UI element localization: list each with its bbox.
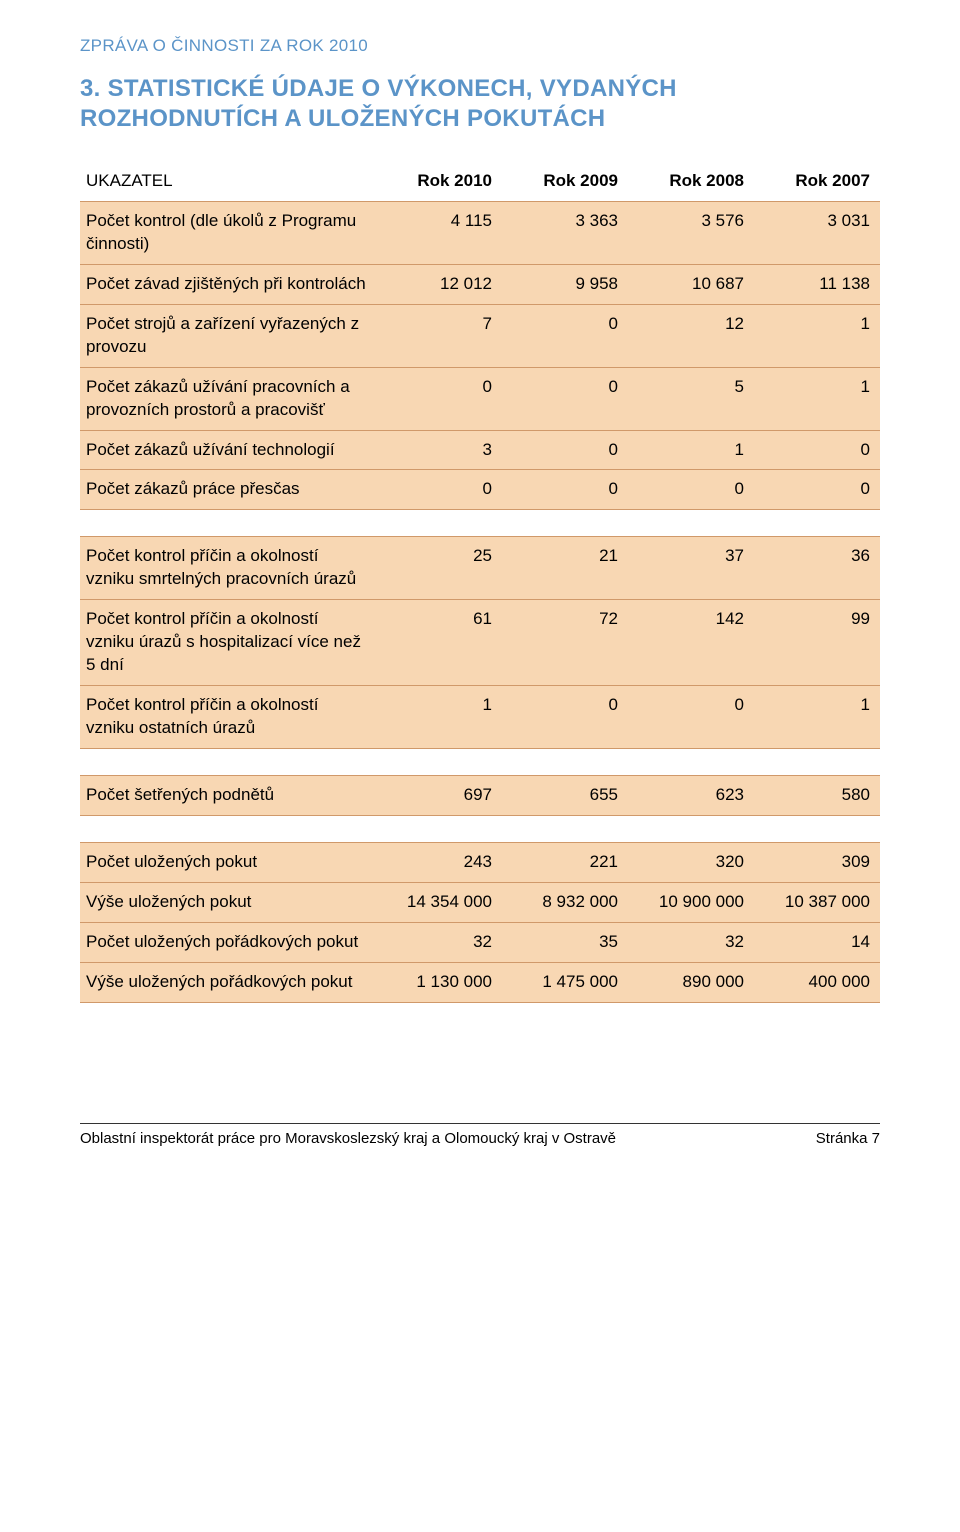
row-value: 1 [754,367,880,430]
row-label: Počet uložených pokut [80,842,376,882]
row-value: 99 [754,600,880,686]
row-value: 35 [502,922,628,962]
page-footer: Oblastní inspektorát práce pro Moravskos… [80,1123,880,1147]
row-value: 32 [628,922,754,962]
table-row: Počet kontrol příčin a okolností vzniku … [80,537,880,600]
row-value: 3 031 [754,201,880,264]
row-label: Počet kontrol (dle úkolů z Programu činn… [80,201,376,264]
table-row: Počet šetřených podnětů697655623580 [80,775,880,815]
row-label: Počet zákazů užívání pracovních a provoz… [80,367,376,430]
row-value: 0 [754,470,880,510]
col-header-year: Rok 2008 [628,162,754,201]
table-row: Počet kontrol příčin a okolností vzniku … [80,686,880,749]
statistics-table: UKAZATEL Rok 2010 Rok 2009 Rok 2008 Rok … [80,162,880,1003]
row-value: 1 [754,686,880,749]
row-value: 580 [754,775,880,815]
row-value: 697 [376,775,502,815]
row-value: 36 [754,537,880,600]
row-value: 1 475 000 [502,962,628,1002]
table-row: Počet zákazů užívání technologií3010 [80,430,880,470]
row-value: 1 [754,304,880,367]
row-value: 10 900 000 [628,882,754,922]
table-row: Počet kontrol (dle úkolů z Programu činn… [80,201,880,264]
row-value: 32 [376,922,502,962]
table-row: Počet uložených pořádkových pokut3235321… [80,922,880,962]
table-row: Počet závad zjištěných při kontrolách12 … [80,264,880,304]
table-row: Výše uložených pokut14 354 0008 932 0001… [80,882,880,922]
row-value: 655 [502,775,628,815]
row-value: 0 [502,304,628,367]
row-value: 221 [502,842,628,882]
row-value: 0 [376,470,502,510]
group-spacer [80,815,880,842]
row-label: Počet zákazů užívání technologií [80,430,376,470]
row-value: 0 [376,367,502,430]
row-label: Počet šetřených podnětů [80,775,376,815]
col-header-label: UKAZATEL [80,162,376,201]
row-value: 3 363 [502,201,628,264]
group-spacer [80,748,880,775]
section-heading: 3. STATISTICKÉ ÚDAJE O VÝKONECH, VYDANÝC… [80,74,880,134]
table-row: Počet zákazů užívání pracovních a provoz… [80,367,880,430]
group-spacer [80,510,880,537]
row-value: 0 [754,430,880,470]
row-value: 400 000 [754,962,880,1002]
row-value: 320 [628,842,754,882]
col-header-year: Rok 2007 [754,162,880,201]
row-value: 10 687 [628,264,754,304]
row-value: 623 [628,775,754,815]
row-value: 11 138 [754,264,880,304]
row-value: 37 [628,537,754,600]
table-row: Výše uložených pořádkových pokut1 130 00… [80,962,880,1002]
row-value: 7 [376,304,502,367]
row-label: Výše uložených pořádkových pokut [80,962,376,1002]
row-value: 3 576 [628,201,754,264]
row-value: 61 [376,600,502,686]
row-value: 10 387 000 [754,882,880,922]
row-value: 4 115 [376,201,502,264]
footer-right: Stránka 7 [816,1130,880,1147]
row-value: 1 [376,686,502,749]
row-label: Počet zákazů práce přesčas [80,470,376,510]
row-value: 14 354 000 [376,882,502,922]
row-value: 25 [376,537,502,600]
row-value: 309 [754,842,880,882]
row-value: 12 [628,304,754,367]
table-header-row: UKAZATEL Rok 2010 Rok 2009 Rok 2008 Rok … [80,162,880,201]
table-row: Počet zákazů práce přesčas0000 [80,470,880,510]
row-value: 0 [628,686,754,749]
row-label: Počet kontrol příčin a okolností vzniku … [80,686,376,749]
row-value: 0 [502,367,628,430]
row-value: 3 [376,430,502,470]
table-row: Počet kontrol příčin a okolností vzniku … [80,600,880,686]
row-label: Počet kontrol příčin a okolností vzniku … [80,537,376,600]
row-value: 0 [628,470,754,510]
row-label: Výše uložených pokut [80,882,376,922]
row-label: Počet uložených pořádkových pokut [80,922,376,962]
row-value: 21 [502,537,628,600]
footer-left: Oblastní inspektorát práce pro Moravskos… [80,1130,616,1147]
table-row: Počet uložených pokut243221320309 [80,842,880,882]
row-value: 0 [502,430,628,470]
row-value: 1 [628,430,754,470]
report-title: ZPRÁVA O ČINNOSTI ZA ROK 2010 [80,36,880,56]
row-value: 9 958 [502,264,628,304]
row-label: Počet strojů a zařízení vyřazených z pro… [80,304,376,367]
row-value: 14 [754,922,880,962]
col-header-year: Rok 2010 [376,162,502,201]
row-value: 12 012 [376,264,502,304]
row-value: 5 [628,367,754,430]
row-value: 142 [628,600,754,686]
table-row: Počet strojů a zařízení vyřazených z pro… [80,304,880,367]
row-value: 1 130 000 [376,962,502,1002]
row-label: Počet závad zjištěných při kontrolách [80,264,376,304]
row-value: 0 [502,686,628,749]
row-value: 0 [502,470,628,510]
row-value: 72 [502,600,628,686]
row-value: 8 932 000 [502,882,628,922]
row-label: Počet kontrol příčin a okolností vzniku … [80,600,376,686]
row-value: 243 [376,842,502,882]
col-header-year: Rok 2009 [502,162,628,201]
row-value: 890 000 [628,962,754,1002]
